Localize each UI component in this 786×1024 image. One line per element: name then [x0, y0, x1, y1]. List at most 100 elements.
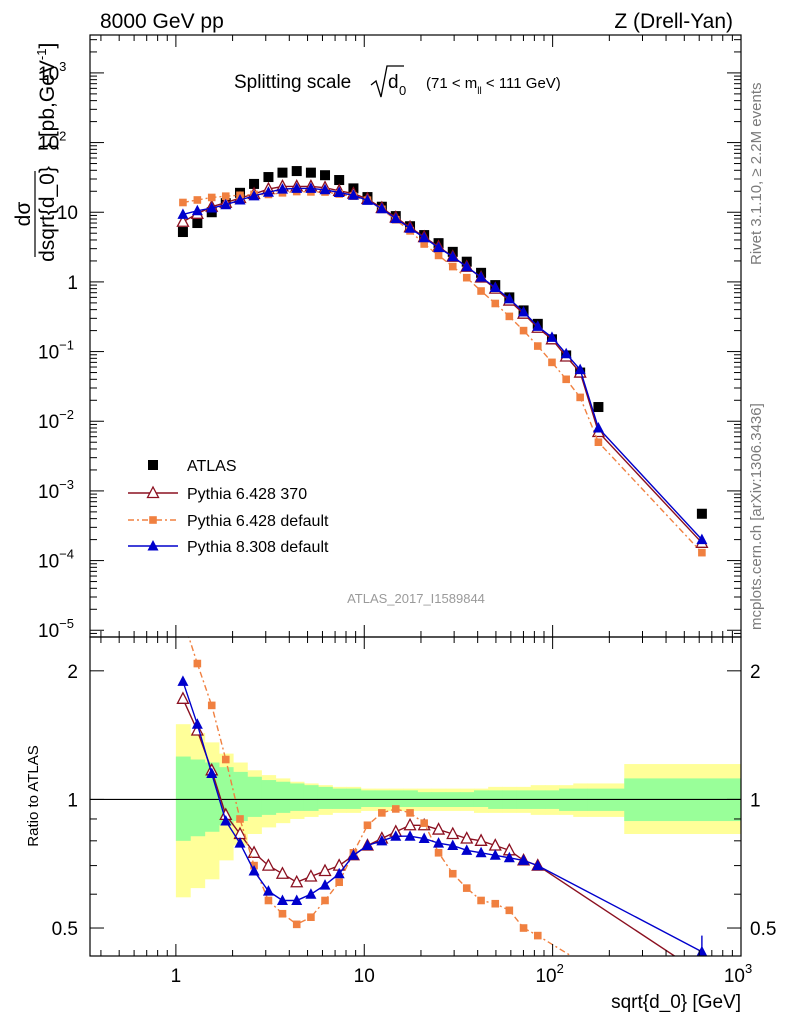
y-tick-label: 10−3 [38, 477, 74, 503]
data-point-atlas [177, 227, 188, 238]
legend: ATLAS Pythia 6.428 370 Pythia 6.428 defaul… [128, 458, 329, 556]
source-label: mcplots.cern.ch [arXiv:1306.3436] [748, 403, 765, 630]
data-point-pythia-6-428-default [533, 342, 542, 350]
data-point-pythia-6-428-370 [261, 858, 276, 871]
data-point-atlas [320, 170, 331, 181]
y-tick-label: 10−1 [38, 338, 74, 364]
data-point-pythia-6-428-default [491, 899, 500, 908]
stat-uncertainty-band [374, 790, 390, 807]
data-point-pythia-8-308-default [220, 815, 232, 826]
y-label-numerator: dσ [12, 202, 35, 227]
plot-frames [89, 34, 742, 957]
data-point-pythia-6-428-default [519, 924, 528, 932]
stat-uncertainty-band [289, 783, 305, 811]
stat-uncertainty-band [261, 780, 277, 815]
data-point-pythia-8-308-default [489, 281, 501, 293]
ratio-y-axis-label: Ratio to ATLAS [25, 745, 42, 846]
data-point-pythia-6-428-default [264, 896, 273, 905]
data-point-pythia-8-308-default [305, 888, 317, 899]
data-point-pythia-6-428-default [207, 193, 216, 202]
data-point-pythia-6-428-default [562, 375, 570, 384]
data-point-pythia-8-308-default [390, 212, 402, 224]
data-point-pythia-6-428-default [434, 251, 443, 260]
data-point-pythia-6-428-default [378, 809, 386, 817]
data-point-pythia-6-428-default [434, 848, 443, 857]
data-point-pythia-6-428-default [307, 913, 315, 922]
data-point-pythia-6-428-default [221, 192, 230, 200]
data-point-pythia-6-428-default [335, 878, 343, 887]
data-point-atlas [593, 402, 604, 413]
stat-uncertainty-band [247, 776, 262, 817]
data-point-pythia-6-428-default [207, 701, 216, 710]
data-point-pythia-8-308-default [447, 839, 459, 851]
data-point-pythia-6-428-default [278, 909, 287, 918]
data-point-pythia-8-308-default [574, 363, 586, 375]
x-axis-label: sqrt{d_0} [GeV] [611, 992, 741, 1013]
y-tick-label: 1 [67, 273, 78, 294]
main-series-group [176, 166, 709, 557]
data-point-pythia-8-308-default [276, 183, 288, 194]
data-point-pythia-8-308-default [475, 846, 487, 858]
data-point-pythia-6-428-370 [318, 863, 332, 877]
stat-uncertainty-band [317, 786, 333, 809]
data-point-pythia-8-308-default [177, 208, 189, 219]
data-point-pythia-8-308-default [361, 194, 373, 205]
data-point-pythia-8-308-default [319, 183, 331, 195]
data-point-pythia-6-428-default [533, 931, 542, 940]
data-point-pythia-8-308-default [418, 231, 430, 243]
data-point-pythia-6-428-370 [446, 826, 460, 840]
ratio-y-tick-label-left: 2 [67, 662, 78, 683]
data-point-pythia-8-308-default [248, 189, 260, 201]
legend-label-pythia-6-428-default: Pythia 6.428 default [187, 513, 329, 530]
data-point-pythia-8-308-default [361, 839, 373, 851]
plot-title-sqrt-var: d [388, 72, 399, 93]
data-point-pythia-8-308-default [475, 271, 487, 282]
data-point-pythia-8-308-default [376, 834, 388, 846]
data-point-pythia-8-308-default [503, 851, 515, 863]
data-point-pythia-6-428-default [321, 896, 329, 905]
legend-label-pythia-6-428-370: Pythia 6.428 370 [187, 486, 307, 503]
data-point-pythia-8-308-default [433, 241, 445, 253]
stat-uncertainty-band [403, 790, 418, 807]
plot-title-range-sub: ll [477, 86, 481, 97]
legend-marker-pythia-6-428-370 [146, 485, 160, 499]
data-point-pythia-6-428-default [477, 287, 485, 295]
y-label-unit-close: ] [36, 43, 59, 49]
ratio-series-group [176, 615, 708, 956]
stat-uncertainty-band [204, 762, 220, 832]
data-point-pythia-6-428-default [594, 438, 603, 447]
data-point-pythia-8-308-default [206, 202, 218, 213]
data-point-pythia-6-428-default [193, 196, 202, 204]
ratio-y-tick-label-right: 2 [750, 662, 761, 683]
stat-uncertainty-band [388, 790, 404, 807]
ratio-y-tick-label-left: 0.5 [52, 919, 78, 940]
data-point-atlas [192, 218, 203, 229]
stat-uncertainty-band [303, 785, 319, 811]
data-point-pythia-8-308-default [220, 198, 232, 210]
data-point-pythia-6-428-370 [176, 691, 190, 704]
plot-title-range-suffix: < 111 GeV) [482, 75, 561, 92]
plot-title-range-prefix: (71 < m [426, 75, 477, 92]
data-point-pythia-8-308-default [592, 421, 604, 433]
data-point-pythia-8-308-default [248, 864, 260, 876]
data-point-pythia-6-428-default [505, 906, 514, 915]
data-point-pythia-6-428-370 [474, 833, 488, 846]
data-point-pythia-8-308-default [234, 193, 246, 205]
data-point-pythia-6-428-default [221, 755, 230, 764]
data-point-pythia-8-308-default [262, 885, 274, 896]
data-point-pythia-6-428-370 [176, 214, 190, 227]
data-point-pythia-8-308-default [376, 202, 388, 214]
x-tick-label: 10 [354, 966, 375, 987]
data-point-pythia-8-308-default [489, 849, 501, 860]
data-point-pythia-6-428-default [179, 615, 187, 623]
data-point-pythia-6-428-default [462, 884, 471, 892]
data-point-pythia-6-428-default [548, 358, 556, 367]
data-point-pythia-8-308-default [404, 830, 416, 841]
legend-marker-pythia-8-308-default [147, 540, 159, 551]
data-point-pythia-8-308-default [546, 331, 558, 342]
data-point-pythia-8-308-default [532, 859, 544, 871]
header-process-label: Z (Drell-Yan) [614, 10, 733, 33]
data-point-pythia-8-308-default [560, 347, 572, 359]
legend-label-pythia-8-308-default: Pythia 8.308 default [187, 539, 329, 556]
data-point-pythia-8-308-default [276, 894, 288, 905]
